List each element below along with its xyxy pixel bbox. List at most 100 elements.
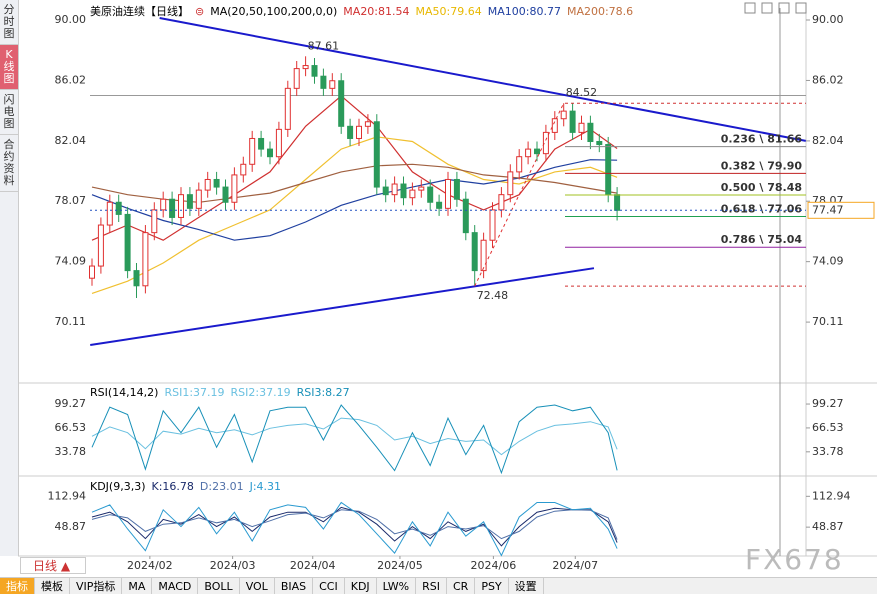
candle-body (605, 144, 612, 196)
candle-body (516, 156, 523, 173)
icon[interactable] (744, 2, 756, 14)
y-tick-label: 74.09 (812, 255, 844, 268)
y-tick-label: 90.00 (812, 13, 844, 26)
x-tick-label: 2024/06 (471, 559, 517, 572)
y-tick-label: 70.11 (55, 315, 87, 328)
tab[interactable]: 分时图 (0, 0, 18, 45)
candle-body (614, 194, 621, 211)
period-select[interactable]: 日线 ▲ (20, 557, 86, 574)
indicator-line (91, 501, 618, 557)
indicator-line (91, 404, 618, 475)
annotation: 72.48 (477, 289, 509, 302)
candle-body (151, 209, 158, 234)
toolbar-tab[interactable]: 模板 (35, 578, 70, 594)
candle-body (124, 213, 131, 272)
candle-body (249, 137, 256, 165)
candle-body (560, 110, 567, 120)
fib-label: 0.500 \ 78.48 (721, 181, 802, 194)
toolbar-tab[interactable]: 设置 (509, 578, 544, 594)
candle-body (445, 178, 451, 209)
toolbar-tab[interactable]: LW% (377, 578, 417, 594)
toolbar-tab[interactable]: PSY (475, 578, 509, 594)
toolbar-tab[interactable]: BOLL (198, 578, 240, 594)
tab[interactable]: 合约资料 (0, 135, 18, 192)
y-tick-label: 66.53 (812, 421, 844, 434)
indicator-line (91, 417, 618, 456)
candle-body (542, 131, 549, 155)
candle-body (347, 125, 354, 139)
candle-body (587, 122, 594, 143)
candle-body (195, 189, 202, 209)
legend: K:16.78 (151, 480, 194, 493)
toolbar-tab[interactable]: KDJ (345, 578, 377, 594)
candle-body (97, 224, 104, 267)
candle-body (507, 171, 514, 196)
candle-body (267, 148, 273, 158)
candle-body (453, 178, 460, 200)
candle-body (489, 209, 496, 241)
candle-body (391, 183, 398, 196)
ma-params: MA(20,50,100,200,0,0) (210, 5, 338, 18)
rsi-legend: RSI(14,14,2) RSI1:37.19 RSI2:37.19 RSI3:8.2… (90, 386, 356, 399)
tab[interactable]: K线图 (0, 45, 18, 90)
window-icons (744, 2, 807, 14)
candle-body (275, 128, 282, 158)
sidebar: 分时图 K线图 闪电图 合约资料 (0, 0, 19, 556)
ma-label: MA50:79.64 (415, 5, 482, 18)
toolbar-tab[interactable]: CCI (313, 578, 345, 594)
toolbar-tab[interactable]: RSI (416, 578, 447, 594)
candle-body (338, 80, 345, 127)
x-tick-label: 2024/07 (552, 559, 598, 572)
ma-label: MA100:80.77 (487, 5, 561, 18)
x-tick-label: 2024/02 (127, 559, 173, 572)
candle-body (186, 194, 193, 209)
y-tick-label: 86.02 (55, 73, 87, 86)
candle-body (258, 137, 265, 150)
tab[interactable]: 闪电图 (0, 90, 18, 135)
x-tick-label: 2024/03 (210, 559, 256, 572)
candle-body (480, 239, 487, 272)
y-tick-label: 99.27 (812, 397, 844, 410)
toolbar-tab[interactable]: VOL (240, 578, 275, 594)
icon[interactable] (795, 2, 807, 14)
candle-body (231, 174, 238, 203)
candle-body (498, 194, 505, 211)
toolbar-tab[interactable]: 指标 (0, 578, 35, 594)
candle-body (311, 65, 318, 77)
toolbar-tab[interactable]: CR (447, 578, 476, 594)
y-tick-label: 33.78 (812, 445, 844, 458)
title: 美原油连续【日线】 (90, 5, 189, 18)
candle-body (329, 80, 336, 89)
candle-body (142, 232, 149, 287)
candle-body (302, 65, 309, 70)
candle-body (534, 148, 540, 155)
watermark: FX678 (745, 543, 844, 576)
candle-body (160, 198, 167, 211)
last-price-box (807, 201, 875, 219)
y-tick-label: 78.07 (55, 194, 87, 207)
candle-body (204, 178, 211, 191)
icon[interactable] (761, 2, 773, 14)
candle-body (222, 186, 229, 203)
y-tick-label: 90.00 (55, 13, 87, 26)
candle-body (525, 148, 532, 158)
icon[interactable] (778, 2, 790, 14)
toolbar-tab[interactable]: MA (122, 578, 153, 594)
y-tick-label: 86.02 (812, 73, 844, 86)
x-tick-label: 2024/04 (290, 559, 336, 572)
candle-body (382, 186, 389, 196)
candle-body (578, 122, 585, 133)
toolbar-tab[interactable]: VIP指标 (70, 578, 123, 594)
candle-body (462, 198, 469, 234)
toolbar: 指标 模板 VIP指标 MA MACD BOLL VOL BIAS CCI KDJ LW% RSI CR… (0, 577, 877, 594)
toolbar-tab[interactable]: MACD (152, 578, 199, 594)
candle-body (213, 178, 220, 188)
candle-body (418, 186, 425, 191)
trendline (474, 103, 565, 287)
kdj-legend: KDJ(9,3,3) K:16.78 D:23.01 J:4.31 (90, 480, 287, 493)
toolbar-tab[interactable]: BIAS (275, 578, 314, 594)
candle-body (373, 121, 380, 188)
fib-label: 0.786 \ 75.04 (721, 233, 803, 246)
candle-body (400, 183, 407, 199)
